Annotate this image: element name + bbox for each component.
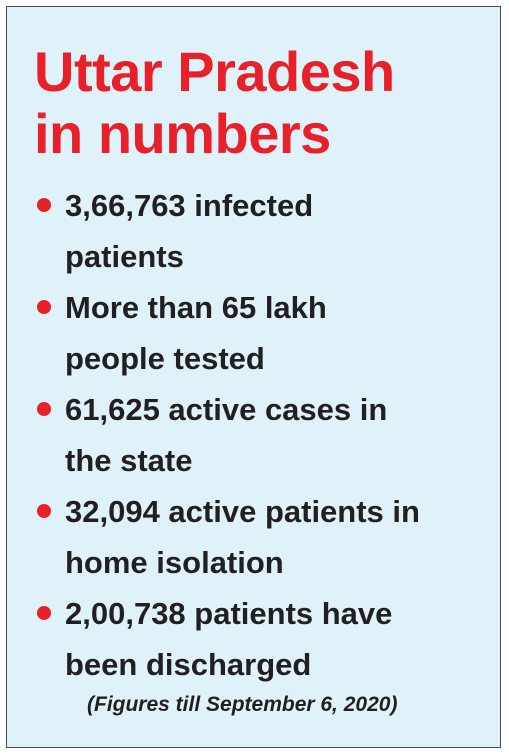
list-item: More than 65 lakh people tested — [37, 282, 420, 384]
bullet-icon — [37, 300, 51, 314]
bullet-icon — [37, 504, 51, 518]
item-text-line: 32,094 active patients in — [65, 494, 420, 529]
item-text-line: people tested — [65, 341, 265, 376]
title-line-2: in numbers — [34, 102, 331, 165]
card-title: Uttar Pradesh in numbers — [34, 41, 395, 165]
item-text-line: patients — [65, 239, 184, 274]
bullet-icon — [37, 198, 51, 212]
footnote: (Figures till September 6, 2020) — [87, 693, 398, 716]
item-text-line: 2,00,738 patients have — [65, 596, 393, 631]
item-text-line: the state — [65, 443, 193, 478]
item-text-line: 3,66,763 infected — [65, 188, 314, 223]
list-item: 61,625 active cases in the state — [37, 384, 420, 486]
item-text-line: More than 65 lakh — [65, 290, 327, 325]
list-item: 3,66,763 infected patients — [37, 180, 420, 282]
stats-list: 3,66,763 infected patients More than 65 … — [37, 180, 420, 690]
item-text-line: 61,625 active cases in — [65, 392, 388, 427]
bullet-icon — [37, 606, 51, 620]
info-card: Uttar Pradesh in numbers 3,66,763 infect… — [6, 6, 501, 748]
list-item: 32,094 active patients in home isolation — [37, 486, 420, 588]
item-text-line: home isolation — [65, 545, 284, 580]
list-item: 2,00,738 patients have been discharged — [37, 588, 420, 690]
title-line-1: Uttar Pradesh — [34, 40, 395, 103]
bullet-icon — [37, 402, 51, 416]
item-text-line: been discharged — [65, 647, 312, 682]
